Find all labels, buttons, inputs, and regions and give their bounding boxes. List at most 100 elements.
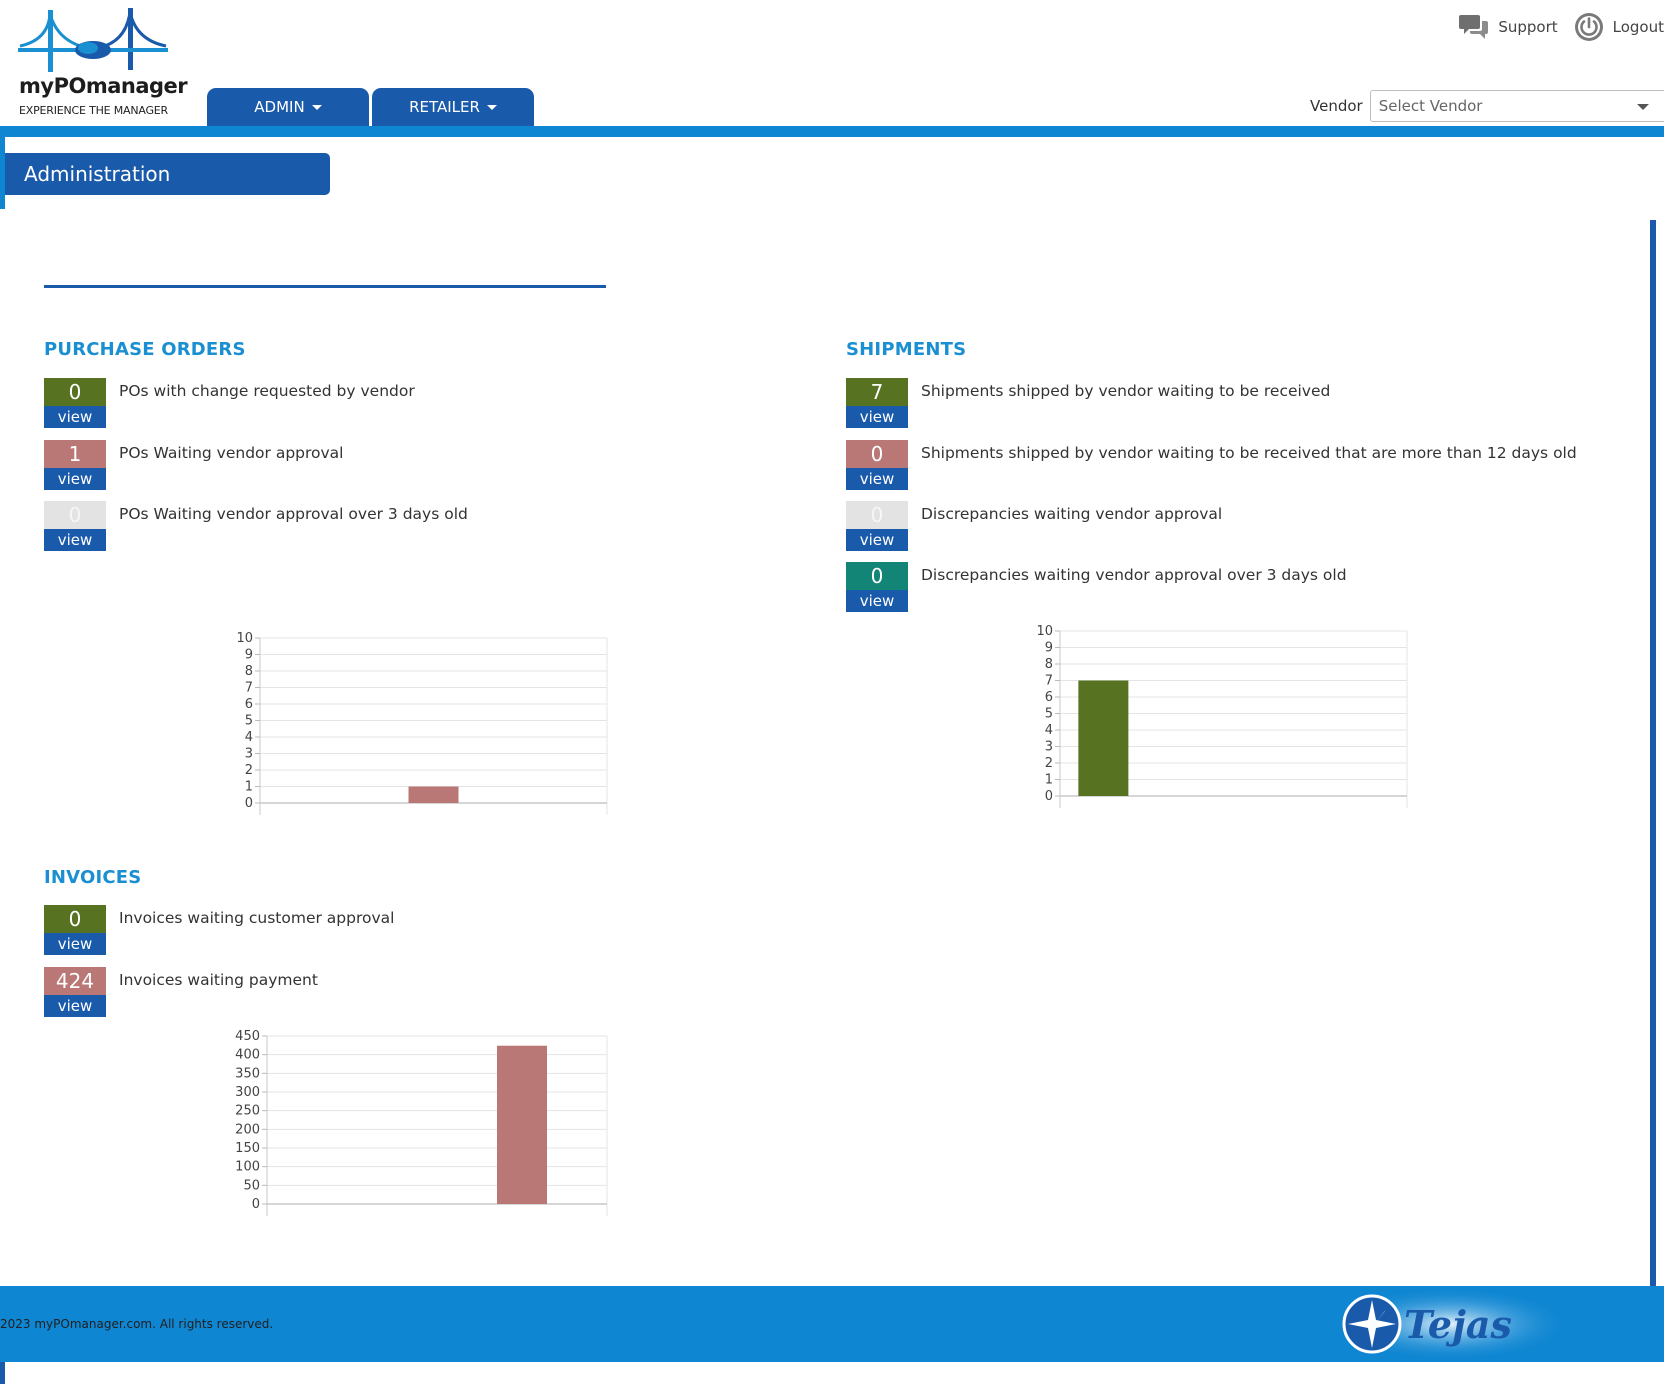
bar — [1078, 680, 1129, 796]
invoices-chart: 0 50 100 150 200 250 300 350 400 450 — [210, 1024, 610, 1228]
invoices-bar-chart: 0 50 100 150 200 250 300 350 400 450 — [235, 1029, 608, 1216]
view-button[interactable]: view — [846, 468, 908, 490]
brand-name: myPOmanager — [19, 74, 188, 98]
y-tick-label: 2 — [245, 763, 253, 778]
shipment-item-label: Shipments shipped by vendor waiting to b… — [921, 444, 1577, 462]
badge-count: 0 — [44, 501, 106, 529]
y-tick-label: 1 — [245, 780, 253, 795]
shipment-item: 0 view Discrepancies waiting vendor appr… — [846, 501, 1222, 551]
support-label: Support — [1498, 18, 1558, 36]
partner-logo[interactable]: Tejas — [1340, 1290, 1560, 1358]
po-item: 0 view POs with change requested by vend… — [44, 378, 415, 428]
tab-admin[interactable]: ADMIN — [207, 88, 369, 126]
partner-logo-text: Tejas — [1404, 1302, 1512, 1347]
view-button[interactable]: view — [44, 529, 106, 551]
y-tick-label: 7 — [245, 681, 253, 696]
y-tick-label: 450 — [235, 1029, 260, 1044]
shipments-chart: 0 1 2 3 4 5 6 7 8 9 10 — [1012, 621, 1412, 815]
view-button[interactable]: view — [846, 590, 908, 612]
badge-count: 7 — [846, 378, 908, 406]
tab-admin-label: ADMIN — [254, 98, 305, 116]
y-tick-label: 4 — [245, 730, 253, 745]
shipment-item-label: Shipments shipped by vendor waiting to b… — [921, 382, 1331, 400]
shipment-item-label: Discrepancies waiting vendor approval — [921, 505, 1223, 523]
invoices-waiting-approval-badge[interactable]: 0 view — [44, 905, 106, 955]
y-tick-label: 0 — [252, 1197, 260, 1212]
shipments-bar-chart: 01 23 45 67 89 10 — [1036, 624, 1408, 808]
badge-count: 0 — [846, 562, 908, 590]
vendor-select[interactable]: Select Vendor — [1369, 90, 1664, 122]
chevron-down-icon — [1636, 104, 1649, 110]
discrepancies-overdue-badge[interactable]: 0 view — [846, 562, 908, 612]
badge-count: 0 — [846, 440, 908, 468]
y-tick-label: 8 — [245, 664, 253, 679]
purchase-orders-title: PURCHASE ORDERS — [44, 339, 246, 360]
bar — [497, 1045, 547, 1204]
view-button[interactable]: view — [44, 406, 106, 428]
shipments-waiting-badge[interactable]: 7 view — [846, 378, 908, 428]
badge-count: 424 — [44, 967, 106, 995]
y-tick-label: 5 — [1045, 707, 1053, 722]
vendor-label: Vendor — [1310, 97, 1363, 115]
logout-link[interactable]: Logout — [1574, 12, 1664, 42]
view-button[interactable]: view — [846, 529, 908, 551]
y-tick-label: 150 — [235, 1141, 260, 1156]
y-tick-label: 4 — [1045, 723, 1053, 738]
top-navigation: ADMIN RETAILER — [207, 88, 534, 126]
y-tick-label: 5 — [245, 714, 253, 729]
y-tick-label: 1 — [1045, 773, 1053, 788]
bottom-accent-rule — [0, 1362, 5, 1384]
po-item: 0 view POs Waiting vendor approval over … — [44, 501, 468, 551]
badge-count: 0 — [44, 905, 106, 933]
invoice-item: 0 view Invoices waiting customer approva… — [44, 905, 394, 955]
support-link[interactable]: Support — [1459, 13, 1558, 41]
view-button[interactable]: view — [846, 406, 908, 428]
invoice-item-label: Invoices waiting customer approval — [119, 909, 395, 927]
view-button[interactable]: view — [44, 995, 106, 1017]
shipment-item-label: Discrepancies waiting vendor approval ov… — [921, 566, 1347, 584]
y-tick-label: 2 — [1045, 756, 1053, 771]
vendor-filter: Vendor Select Vendor — [1310, 90, 1664, 122]
discrepancies-waiting-badge[interactable]: 0 view — [846, 501, 908, 551]
y-tick-label: 6 — [1045, 690, 1053, 705]
y-tick-label: 100 — [235, 1160, 260, 1175]
y-tick-label: 400 — [235, 1048, 260, 1063]
badge-count: 1 — [44, 440, 106, 468]
y-tick-label: 250 — [235, 1104, 260, 1119]
section-divider — [44, 285, 606, 288]
po-waiting-approval-badge[interactable]: 1 view — [44, 440, 106, 490]
caret-down-icon — [486, 104, 497, 110]
y-tick-label: 3 — [1045, 740, 1053, 755]
badge-count: 0 — [44, 378, 106, 406]
badge-count: 0 — [846, 501, 908, 529]
y-tick-label: 50 — [243, 1178, 260, 1193]
po-approval-overdue-badge[interactable]: 0 view — [44, 501, 106, 551]
invoices-waiting-payment-badge[interactable]: 424 view — [44, 967, 106, 1017]
brand-tagline: EXPERIENCE THE MANAGER — [19, 104, 168, 117]
invoice-item: 424 view Invoices waiting payment — [44, 967, 318, 1017]
view-button[interactable]: view — [44, 933, 106, 955]
bridge-handshake-icon — [18, 8, 168, 72]
footer: 2023 myPOmanager.com. All rights reserve… — [0, 1286, 1664, 1362]
shipments-overdue-badge[interactable]: 0 view — [846, 440, 908, 490]
y-tick-label: 9 — [245, 648, 253, 663]
y-tick-label: 10 — [1036, 624, 1053, 639]
po-change-requested-badge[interactable]: 0 view — [44, 378, 106, 428]
tab-retailer[interactable]: RETAILER — [372, 88, 534, 126]
po-item-label: POs Waiting vendor approval over 3 days … — [119, 505, 468, 523]
view-button[interactable]: view — [44, 468, 106, 490]
y-tick-label: 200 — [235, 1122, 260, 1137]
po-item: 1 view POs Waiting vendor approval — [44, 440, 344, 490]
brand-logo[interactable]: myPOmanager EXPERIENCE THE MANAGER — [18, 6, 188, 118]
purchase-orders-chart: 0 1 2 3 4 5 6 7 8 9 10 — [210, 628, 610, 822]
purchase-orders-bar-chart: 01 23 45 67 89 10 — [236, 631, 608, 815]
bar — [408, 786, 459, 803]
chat-bubbles-icon — [1459, 15, 1489, 39]
tejas-logo-icon: Tejas — [1340, 1290, 1560, 1358]
copyright-text: 2023 myPOmanager.com. All rights reserve… — [0, 1317, 274, 1331]
tab-retailer-label: RETAILER — [409, 98, 480, 116]
y-tick-label: 6 — [245, 697, 253, 712]
header-bar — [0, 126, 1664, 137]
top-links: Support Logout — [1459, 12, 1664, 42]
y-tick-label: 0 — [245, 796, 253, 811]
